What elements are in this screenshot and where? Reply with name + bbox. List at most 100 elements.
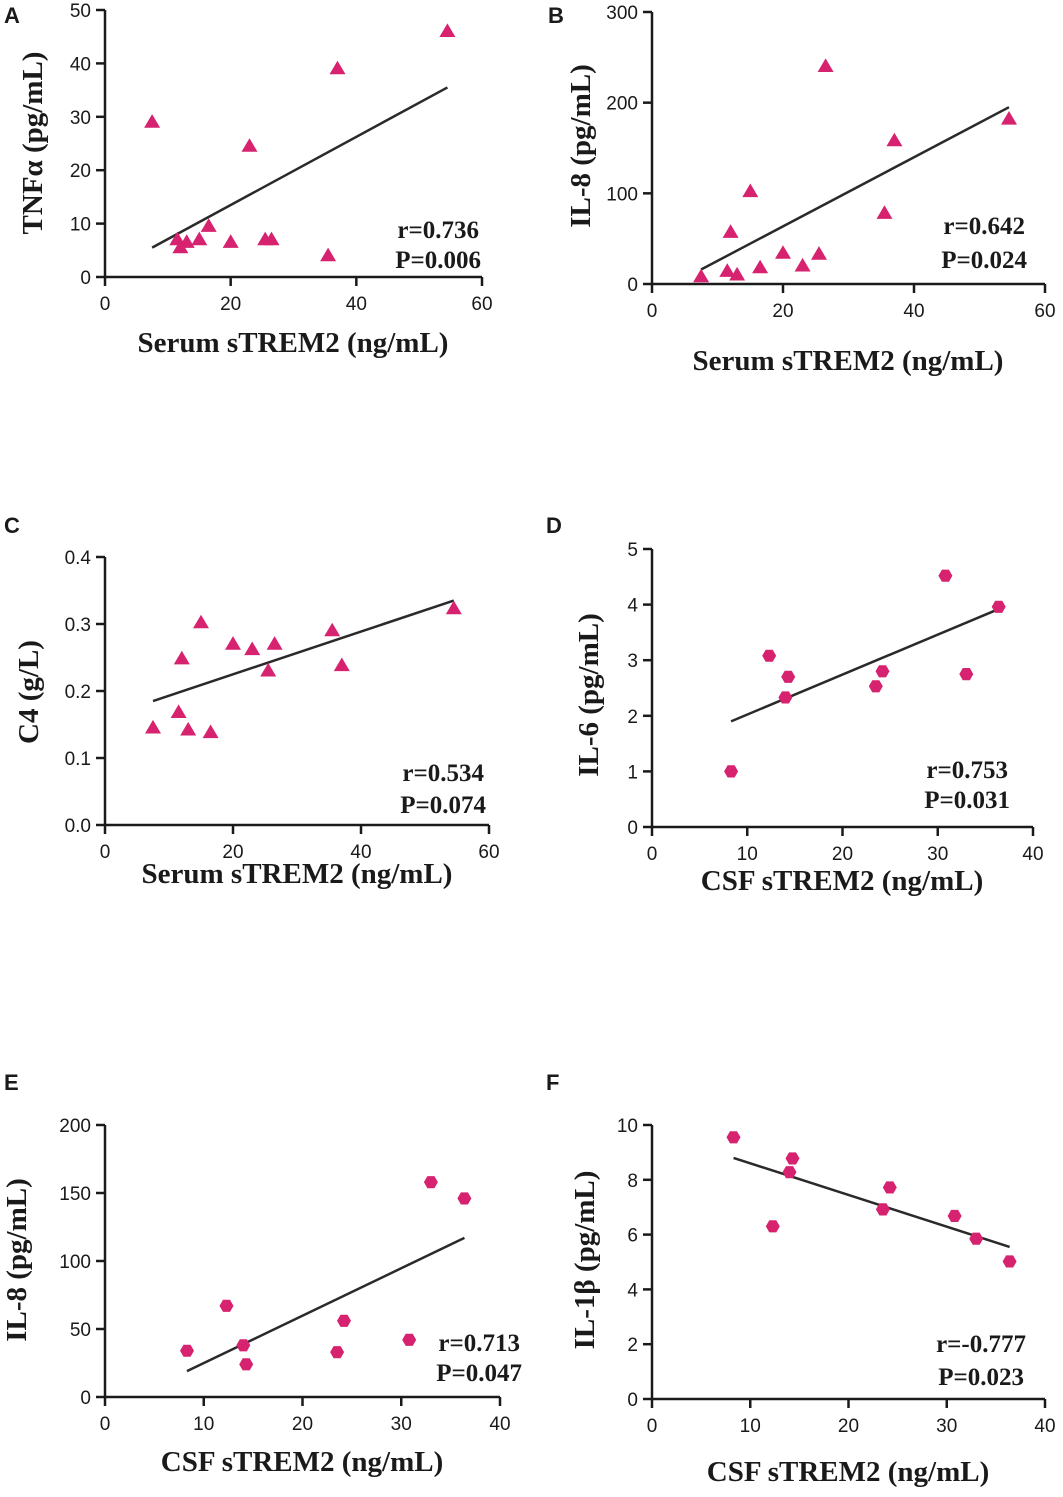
y-tick-label: 3	[627, 651, 638, 672]
x-tick-label: 40	[1034, 1416, 1055, 1437]
data-point	[876, 205, 893, 219]
stat-r-d: r=0.753	[926, 757, 1008, 784]
data-point	[765, 1220, 780, 1233]
y-tick-label: 150	[59, 1184, 91, 1205]
regression-line	[186, 1236, 465, 1373]
data-point	[320, 247, 337, 262]
data-point	[722, 224, 739, 238]
x-tick-label: 0	[100, 1414, 111, 1435]
data-point	[811, 246, 827, 260]
stat-p-c: P=0.074	[400, 792, 486, 819]
y-tick-label: 200	[606, 94, 638, 115]
plot-area-e: 0 50 100 150 200 0 10 20 30 40	[59, 1116, 510, 1435]
data-point	[236, 1339, 251, 1352]
x-tick-label: 60	[478, 842, 499, 863]
data-point	[724, 765, 739, 778]
data-point	[173, 650, 190, 665]
stat-r-b: r=0.642	[943, 213, 1025, 240]
x-tick-label: 20	[222, 842, 243, 863]
y-tick-label: 6	[627, 1226, 638, 1247]
stat-p-f: P=0.023	[938, 1364, 1024, 1391]
x-axis-title-a: Serum sTREM2 (ng/mL)	[138, 327, 449, 359]
y-tick-label: 2	[627, 707, 638, 728]
data-point	[457, 1192, 472, 1205]
y-tick-label: 30	[70, 108, 91, 129]
data-point	[202, 724, 219, 739]
data-point	[991, 600, 1006, 613]
data-point	[729, 266, 746, 281]
regression-line	[730, 607, 1000, 723]
stat-r-c: r=0.534	[402, 760, 484, 787]
x-tick-label: 60	[471, 294, 492, 315]
x-axis-title-c: Serum sTREM2 (ng/mL)	[142, 858, 453, 890]
regression-line	[152, 599, 455, 703]
stat-p-e: P=0.047	[436, 1360, 522, 1387]
data-point	[969, 1232, 984, 1245]
x-axis-title-d: CSF sTREM2 (ng/mL)	[701, 865, 984, 897]
x-tick-label: 30	[927, 844, 948, 865]
data-point	[241, 138, 258, 152]
y-axis-title-c: C4 (g/L)	[13, 640, 45, 744]
data-point	[333, 657, 350, 672]
y-tick-label: 50	[70, 1, 91, 22]
stat-p-b: P=0.024	[941, 247, 1027, 274]
y-axis-title-b: IL-8 (pg/mL)	[565, 64, 597, 228]
data-point	[144, 114, 161, 128]
data-point	[330, 1346, 345, 1359]
data-point	[959, 668, 974, 681]
x-tick-label: 20	[292, 1414, 313, 1435]
x-tick-label: 0	[647, 844, 658, 865]
panel-f: F 0 2 4 6 8 10 0 10 20 30 40 r=-0.777 P=0.023 CSF …	[546, 1070, 1056, 1488]
data-point	[693, 268, 710, 283]
y-tick-label: 4	[627, 596, 638, 617]
data-point	[178, 234, 195, 248]
data-point	[781, 670, 796, 683]
panel-letter-c: C	[4, 513, 20, 538]
y-tick-label: 10	[70, 215, 91, 236]
y-tick-label: 10	[617, 1116, 638, 1137]
panel-letter-d: D	[546, 513, 562, 538]
y-tick-label: 40	[70, 54, 91, 75]
x-tick-label: 20	[220, 294, 241, 315]
plot-area-a: 0 10 20 30 40 50 0 20 40 60	[70, 1, 493, 315]
stat-r-a: r=0.736	[397, 217, 479, 244]
plot-area-b: 0 100 200 300 0 20 40 60	[606, 3, 1055, 322]
data-point	[778, 691, 793, 704]
stat-r-e: r=0.713	[438, 1330, 520, 1357]
x-tick-label: 0	[647, 301, 658, 322]
data-point	[886, 132, 903, 147]
data-point	[875, 1203, 890, 1216]
regression-line	[700, 106, 1010, 271]
x-tick-label: 0	[100, 842, 111, 863]
panel-c: C 0.0 0.1 0.2 0.3 0.4 0 20 40 60 r=0.534 P=0.074…	[4, 513, 500, 890]
data-point	[794, 257, 811, 272]
x-tick-label: 40	[489, 1414, 510, 1435]
data-point	[260, 662, 277, 677]
data-point	[329, 60, 346, 75]
y-tick-label: 0.0	[65, 816, 91, 837]
x-tick-label: 10	[737, 844, 758, 865]
data-point	[180, 721, 197, 736]
data-point	[785, 1152, 800, 1165]
data-point	[719, 263, 736, 277]
y-axis-title-f: IL-1β (pg/mL)	[569, 1171, 601, 1350]
y-tick-label: 0	[80, 268, 91, 289]
x-tick-label: 0	[100, 294, 111, 315]
stat-r-f: r=-0.777	[936, 1331, 1026, 1358]
y-tick-label: 0.4	[65, 548, 92, 569]
data-point	[742, 183, 759, 198]
y-tick-label: 20	[70, 161, 91, 182]
y-tick-label: 5	[627, 540, 638, 561]
panel-letter-e: E	[4, 1070, 19, 1095]
panel-letter-b: B	[548, 3, 564, 28]
y-axis-title-e: IL-8 (pg/mL)	[1, 1178, 33, 1342]
x-tick-label: 10	[740, 1416, 761, 1437]
data-point	[947, 1209, 962, 1222]
data-point	[726, 1131, 741, 1144]
data-point	[180, 1344, 194, 1357]
data-point	[337, 1314, 351, 1327]
panel-a: A 0 10 20 30 40 50 0 20 40 60 r=0.736 P=0.006 Ser…	[4, 1, 493, 359]
y-tick-label: 50	[70, 1320, 91, 1341]
plot-area-f: 0 2 4 6 8 10 0 10 20 30 40	[617, 1116, 1056, 1437]
